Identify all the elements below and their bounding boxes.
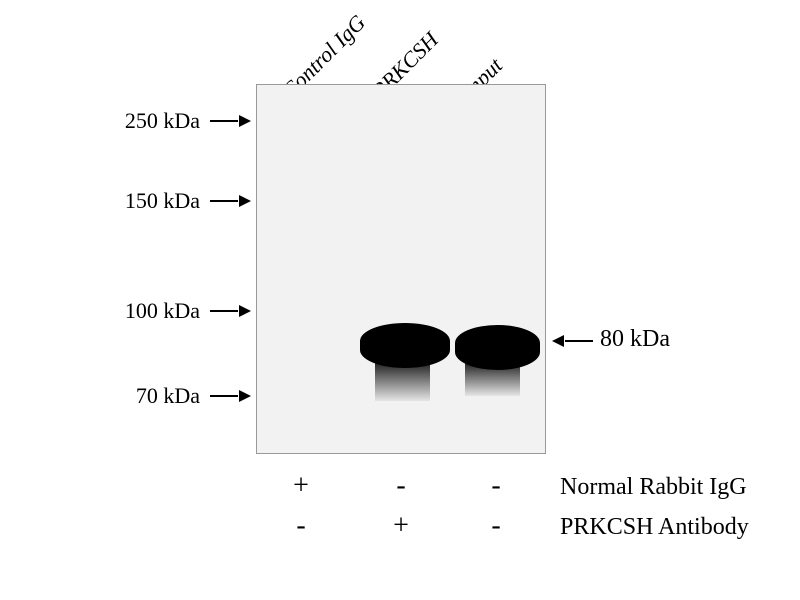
mw-arrow-70 (210, 395, 250, 397)
mw-label-150: 150 kDa (100, 188, 200, 214)
smear-input-lane (465, 363, 520, 396)
mw-label-70: 70 kDa (115, 383, 200, 409)
mw-arrow-100 (210, 310, 250, 312)
pm-r1-c1: + (256, 470, 346, 502)
blot-membrane (256, 84, 546, 454)
mw-label-100: 100 kDa (100, 298, 200, 324)
row-label-antibody: PRKCSH Antibody (560, 514, 749, 541)
pm-r2-c1: - (256, 510, 346, 542)
target-arrow (553, 340, 593, 342)
smear-prkcsh-lane (375, 363, 430, 401)
mw-arrow-150 (210, 200, 250, 202)
mw-arrow-250 (210, 120, 250, 122)
pm-r1-c3: - (451, 470, 541, 502)
band-prkcsh-lane (360, 323, 450, 368)
row-label-igg: Normal Rabbit IgG (560, 474, 747, 501)
pm-r2-c3: - (451, 510, 541, 542)
pm-r1-c2: - (356, 470, 446, 502)
target-label: 80 kDa (600, 326, 670, 353)
mw-label-250: 250 kDa (100, 108, 200, 134)
pm-r2-c2: + (356, 510, 446, 542)
